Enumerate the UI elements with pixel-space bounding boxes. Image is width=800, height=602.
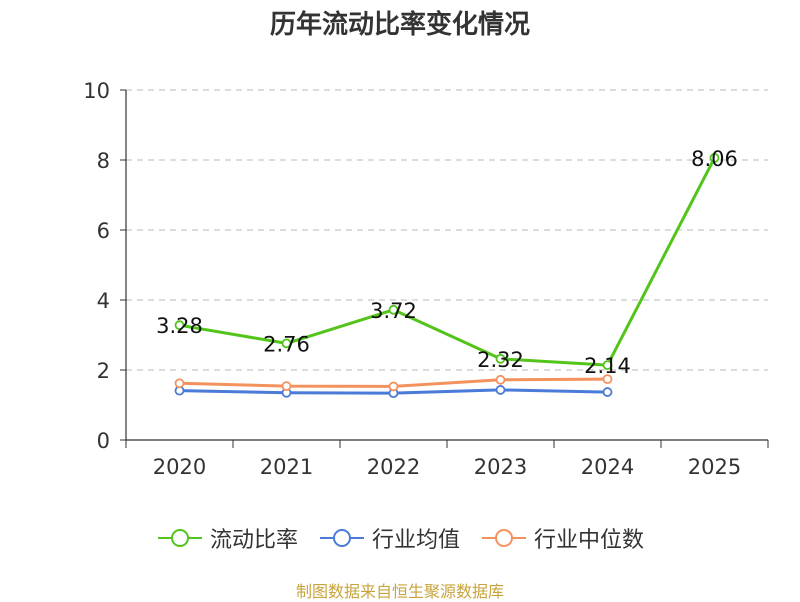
data-label: 2.14: [584, 354, 631, 378]
data-label: 3.28: [156, 314, 203, 338]
x-tick-label: 2023: [474, 455, 527, 479]
data-label: 8.06: [691, 147, 738, 171]
series-point: [602, 374, 613, 385]
series-point: [281, 338, 292, 349]
y-tick-label: 8: [97, 149, 110, 173]
series-point: [174, 320, 185, 331]
series-point: [495, 385, 506, 395]
y-tick-label: 0: [97, 429, 110, 453]
y-tick-label: 2: [97, 359, 110, 383]
grid-lines: [126, 89, 768, 371]
series-point: [388, 381, 399, 392]
legend-swatch-industry-mean-icon: [319, 529, 364, 547]
x-tick-label: 2020: [153, 455, 206, 479]
data-label: 2.32: [477, 348, 524, 372]
series-point: [388, 304, 399, 315]
axes: 0 2 4 6 8 10 2020 2021 2022 2023 2024 2025: [83, 79, 769, 479]
x-tick-label: 2021: [260, 455, 313, 479]
legend-item-industry-mean[interactable]: 行业均值: [318, 522, 460, 554]
data-labels: 3.28 2.76 3.72 2.32 2.14 8.06: [156, 147, 738, 378]
legend: 流动比率 行业均值 行业中位数: [0, 522, 800, 554]
series-line: [179, 157, 716, 367]
series-point: [495, 374, 506, 385]
series-point: [602, 360, 613, 371]
legend-swatch-current-ratio-icon: [157, 529, 202, 547]
source-note: 制图数据来自恒生聚源数据库: [295, 582, 504, 601]
y-tick-label: 6: [97, 219, 110, 243]
x-tick-label: 2022: [367, 455, 420, 479]
legend-label-industry-mean: 行业均值: [371, 528, 460, 553]
legend-label-current-ratio: 流动比率: [209, 528, 298, 553]
x-tick-label: 2025: [688, 455, 741, 479]
chart-title: 历年流动比率变化情况: [269, 10, 530, 40]
line-chart: 0 2 4 6 8 10 2020 2021 2022 2023 2024 2025 3.28 2.76…: [83, 79, 769, 479]
series: [174, 152, 720, 399]
legend-swatch-industry-median-icon: [482, 529, 526, 547]
series-point: [174, 378, 185, 389]
x-tick-label: 2024: [581, 455, 634, 479]
series-point: [281, 381, 292, 392]
data-label: 2.76: [263, 332, 310, 356]
legend-label-industry-median: 行业中位数: [534, 528, 645, 553]
legend-item-current-ratio[interactable]: 流动比率: [156, 522, 298, 554]
y-tick-label: 10: [83, 79, 110, 103]
series-point: [495, 353, 506, 364]
legend-item-industry-median[interactable]: 行业中位数: [480, 522, 644, 554]
series-point: [709, 152, 720, 163]
y-tick-label: 4: [97, 289, 110, 313]
series-point: [602, 387, 613, 397]
data-label: 3.72: [370, 299, 417, 323]
